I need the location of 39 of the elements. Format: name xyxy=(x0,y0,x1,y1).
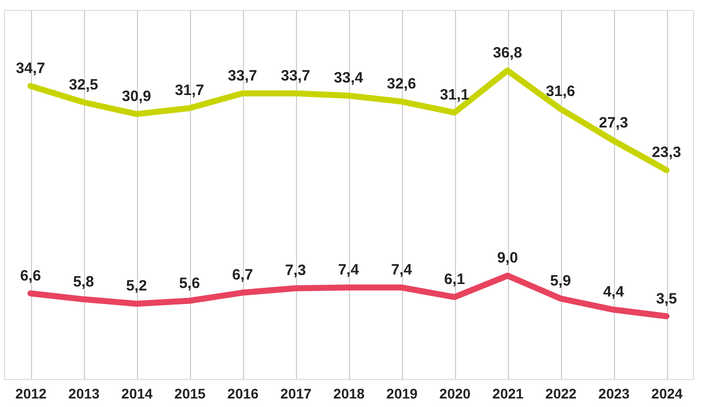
data-label: 5,8 xyxy=(73,273,94,290)
data-label: 33,4 xyxy=(334,70,364,87)
data-label: 5,9 xyxy=(550,272,571,290)
data-label: 6,7 xyxy=(232,266,253,284)
data-label: 36,8 xyxy=(492,44,522,62)
x-tick-label: 2015 xyxy=(174,386,206,402)
x-tick-label: 2018 xyxy=(333,386,365,402)
x-tick-label: 2024 xyxy=(651,386,683,402)
data-label: 33,7 xyxy=(228,67,258,84)
data-label: 30,9 xyxy=(122,88,152,106)
x-tick-label: 2020 xyxy=(439,386,471,402)
x-tick-label: 2013 xyxy=(68,386,100,402)
data-label: 31,6 xyxy=(546,82,576,100)
data-label: 23,3 xyxy=(652,144,682,162)
x-tick-label: 2022 xyxy=(545,386,577,402)
x-tick-label: 2021 xyxy=(492,386,524,402)
data-label: 6,1 xyxy=(444,271,465,288)
x-tick-label: 2023 xyxy=(598,386,630,402)
data-label: 6,6 xyxy=(20,267,41,284)
data-label: 4,4 xyxy=(603,284,625,301)
data-label: 31,1 xyxy=(440,86,470,104)
data-label: 32,6 xyxy=(386,76,416,93)
data-label: 9,0 xyxy=(497,250,518,267)
x-tick-label: 2014 xyxy=(121,386,153,402)
x-tick-label: 2012 xyxy=(15,386,47,402)
data-label: 33,7 xyxy=(280,67,310,84)
data-label: 27,3 xyxy=(598,114,628,132)
x-tick-label: 2017 xyxy=(280,386,312,402)
data-label: 32,5 xyxy=(68,76,98,94)
data-label: 7,4 xyxy=(391,261,413,278)
data-label: 3,5 xyxy=(656,290,677,308)
x-tick-label: 2016 xyxy=(227,386,259,402)
data-label: 5,2 xyxy=(126,278,147,295)
data-label: 7,3 xyxy=(285,262,306,280)
data-label: 31,7 xyxy=(174,82,204,100)
x-tick-label: 2019 xyxy=(386,386,418,402)
data-label: 7,4 xyxy=(338,261,360,278)
data-label: 34,7 xyxy=(16,60,46,78)
data-label: 5,6 xyxy=(179,274,200,292)
